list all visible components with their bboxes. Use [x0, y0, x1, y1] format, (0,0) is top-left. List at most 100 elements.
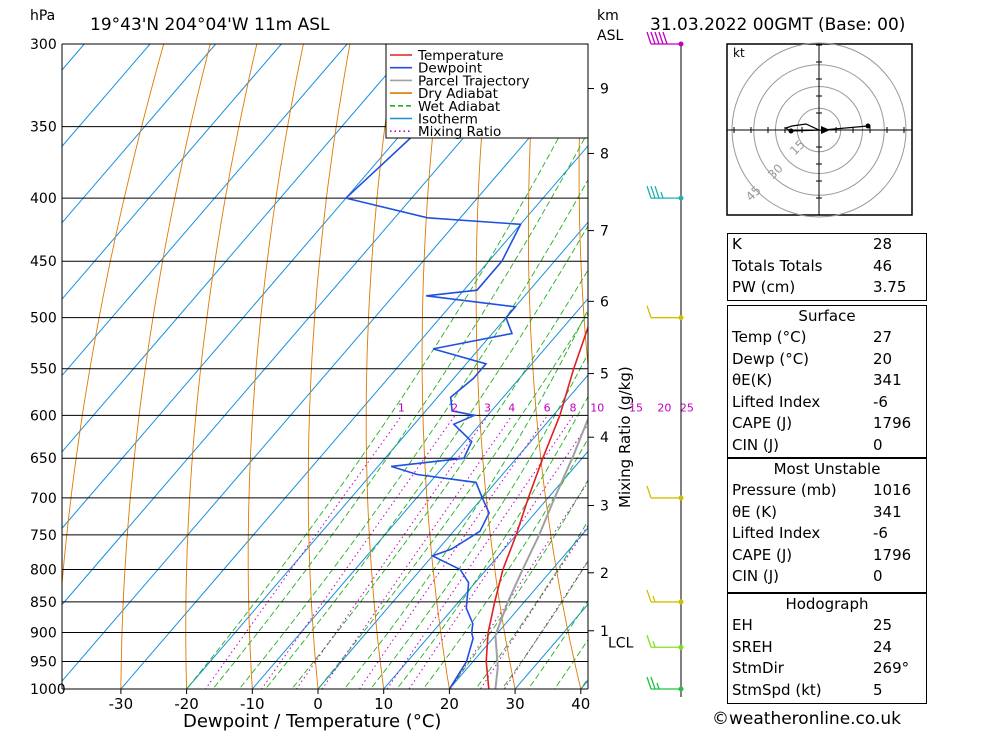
mu-row: Pressure (mb) 1016 — [728, 480, 926, 502]
hodograph-point-a — [788, 128, 794, 134]
isotherm-line — [62, 44, 151, 148]
index-row-pw: PW (cm) 3.75 — [728, 277, 926, 299]
mu-label: CAPE (J) — [732, 545, 793, 564]
mu-label: Pressure (mb) — [732, 481, 837, 499]
hodo-label: EH — [732, 616, 753, 634]
legend-label: Dewpoint — [418, 61, 482, 77]
km-tick-label: 3 — [600, 499, 609, 515]
location-title: 19°43'N 204°04'W 11m ASL — [90, 15, 330, 35]
wet-adiabat-line — [396, 395, 588, 689]
index-row-tt: Totals Totals 46 — [728, 256, 926, 278]
isotherm-line — [449, 527, 588, 689]
wet-adiabat-line — [186, 80, 588, 689]
surface-row: θE(K) 341 — [728, 370, 926, 392]
x-tick-label: 40 — [571, 695, 590, 713]
x-tick-label: 0 — [313, 695, 323, 713]
hodo-label: SREH — [732, 637, 773, 656]
mu-row: θE (K) 341 — [728, 502, 926, 524]
wind-barb-half-flag — [660, 191, 664, 199]
pressure-tick-label: 450 — [30, 254, 57, 270]
isotherm-line — [251, 297, 588, 689]
isotherm-line — [317, 374, 588, 689]
dry-adiabat-line — [527, 44, 582, 689]
mixing-ratio-label: 20 — [657, 401, 671, 414]
hodograph-stats-title: Hodograph — [785, 595, 869, 613]
x-tick-label: 10 — [374, 695, 393, 713]
mixing-ratio-label: 2 — [451, 401, 458, 414]
wind-barb-half-flag — [652, 641, 656, 648]
mixing-ratio-label: 1 — [398, 401, 405, 414]
isotherm-line — [62, 44, 348, 377]
wind-barb-flag — [658, 31, 664, 45]
height-unit-label: km — [597, 8, 619, 24]
mixing-ratio-line — [386, 415, 575, 689]
wet-adiabat-line — [264, 224, 588, 689]
index-label: PW (cm) — [732, 278, 796, 296]
pressure-tick-label: 700 — [30, 491, 57, 507]
parcel-trajectory-line — [494, 416, 588, 689]
wind-barb-flag — [662, 31, 668, 45]
surface-label: Dewp (°C) — [732, 349, 810, 368]
index-row-k: K 28 — [728, 234, 926, 256]
surface-row: Lifted Index -6 — [728, 392, 926, 414]
hodo-row: StmSpd (kt) 5 — [728, 680, 926, 702]
legend-label: Mixing Ratio — [418, 124, 501, 140]
km-tick-label: 1 — [600, 624, 609, 640]
surface-table: Surface Temp (°C) 27 Dewp (°C) 20 θE(K) 341… — [727, 305, 927, 458]
mu-label: Lifted Index — [732, 524, 821, 542]
wet-adiabat-line — [291, 269, 588, 689]
mu-label: θE (K) — [732, 502, 777, 521]
mixing-ratio-label: 3 — [484, 401, 491, 414]
hodograph-stats-table: Hodograph EH 25 SREH 24 StmDir 269° StmSpd … — [727, 593, 927, 704]
wind-barb-half-flag — [656, 682, 660, 690]
wind-barb-flag — [646, 31, 652, 45]
pressure-tick-label: 550 — [30, 362, 57, 378]
isotherm-line — [62, 44, 414, 453]
mu-value: 1796 — [873, 545, 912, 564]
dry-adiabat-line — [120, 44, 211, 689]
hodograph-point-b — [865, 123, 871, 129]
legend-label: Temperature — [417, 48, 504, 64]
dewpoint-line — [344, 44, 522, 689]
surface-title: Surface — [798, 307, 856, 325]
x-tick-label: -10 — [240, 695, 265, 713]
mu-row: CAPE (J) 1796 — [728, 545, 926, 567]
pressure-tick-label: 300 — [30, 37, 57, 53]
hodograph-unit-label: kt — [733, 46, 745, 60]
pressure-tick-label: 850 — [30, 595, 57, 611]
km-tick-label: 4 — [600, 430, 609, 446]
pressure-tick-label: 400 — [30, 191, 57, 207]
wind-barb-flag — [646, 185, 652, 199]
x-tick-label: -30 — [109, 695, 134, 713]
surface-label: CAPE (J) — [732, 414, 793, 432]
hodo-value: 24 — [873, 637, 893, 656]
surface-row: CIN (J) 0 — [728, 435, 926, 457]
dry-adiabat-line — [950, 7, 1000, 715]
storm-motion-arrow — [821, 126, 830, 134]
credit-link[interactable]: ©weatheronline.co.uk — [712, 709, 902, 729]
dry-adiabat-line — [185, 44, 258, 689]
hodograph: kt 15 30 45 — [726, 42, 913, 218]
wind-barb-flag — [650, 31, 656, 45]
profile-series — [344, 44, 588, 689]
mu-value: 1016 — [873, 481, 912, 499]
pressure-tick-label: 800 — [30, 562, 57, 578]
pressure-tick-label: 650 — [30, 451, 57, 467]
mixing-ratio-line — [204, 415, 403, 689]
mixing-ratio-line — [408, 423, 588, 689]
legend-label: Parcel Trajectory — [418, 73, 530, 89]
km-tick-label: 7 — [600, 224, 609, 240]
dry-adiabat-line — [996, 7, 1000, 715]
wet-adiabat-line — [343, 308, 588, 689]
wind-barb-flag — [654, 185, 660, 199]
dry-adiabat-line — [307, 44, 351, 689]
surface-row: Temp (°C) 27 — [728, 327, 926, 349]
hodo-row: StmDir 269° — [728, 658, 926, 680]
wind-barb-flag — [646, 589, 652, 603]
legend-label: Isotherm — [418, 112, 478, 128]
mixing-ratio-label: 10 — [590, 401, 604, 414]
hodo-label: StmDir — [732, 659, 784, 677]
wind-barb-flag — [654, 31, 660, 45]
